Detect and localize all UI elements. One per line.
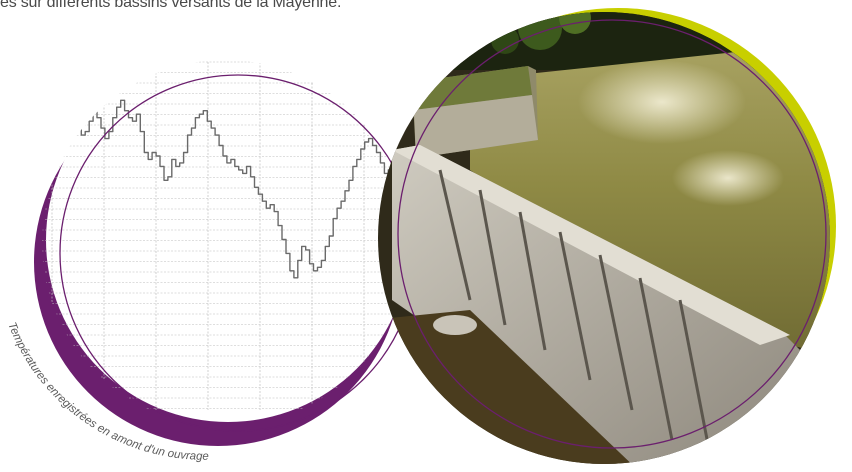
dam-photo (378, 12, 830, 464)
photo-outline-ring (397, 19, 827, 449)
chart-white-disc (46, 58, 410, 422)
intro-text: es sur différents bassins versants de la… (0, 0, 342, 11)
temperature-line (42, 92, 408, 279)
